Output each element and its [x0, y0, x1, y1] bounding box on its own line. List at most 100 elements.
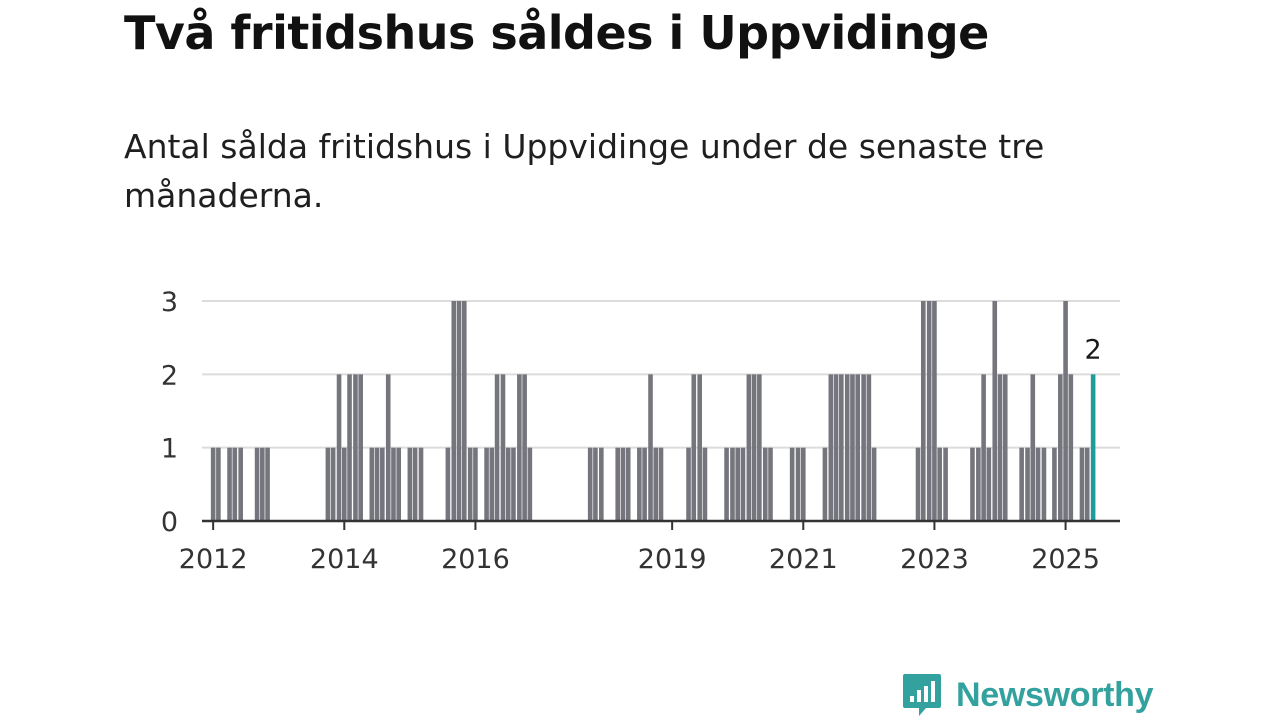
bar	[822, 447, 828, 521]
labels: 0 1 2 3 2 2012 2014 2016 2019 2021 2023 2025	[161, 287, 1102, 575]
bar	[702, 447, 708, 521]
x-tick-label: 2019	[638, 544, 707, 575]
bar	[686, 447, 691, 521]
bar	[254, 447, 260, 521]
newsworthy-logo: Newsworthy	[902, 670, 1154, 720]
bar	[341, 447, 347, 521]
bar	[210, 447, 216, 521]
bar	[358, 374, 363, 521]
bar	[456, 301, 462, 521]
bar	[740, 447, 746, 521]
x-tick-label: 2021	[769, 544, 838, 575]
bar	[920, 301, 926, 521]
bar	[915, 447, 921, 521]
bar	[620, 447, 626, 521]
bar	[839, 374, 844, 521]
bar	[653, 447, 659, 521]
bar	[1035, 447, 1041, 521]
bar	[697, 374, 702, 521]
bar	[374, 447, 380, 521]
bar	[751, 374, 757, 521]
bar	[648, 374, 653, 521]
bar	[511, 447, 516, 521]
bar	[866, 374, 872, 521]
bar	[871, 447, 877, 521]
y-tick-label: 0	[161, 507, 178, 538]
bar	[396, 447, 402, 521]
bar	[473, 447, 478, 521]
bar	[992, 301, 998, 521]
bar	[828, 374, 834, 521]
bar	[587, 447, 593, 521]
bar	[850, 374, 855, 521]
bar	[1063, 301, 1068, 521]
bar	[1084, 447, 1090, 521]
bar	[691, 374, 697, 521]
bar	[762, 447, 768, 521]
bar	[981, 374, 986, 521]
bar	[232, 447, 238, 521]
bar	[505, 447, 511, 521]
bar	[795, 447, 801, 521]
bar	[637, 447, 642, 521]
bar	[380, 447, 385, 521]
bar	[325, 447, 331, 521]
bar	[489, 447, 495, 521]
bar	[407, 447, 413, 521]
bar	[238, 447, 243, 521]
bar	[1079, 447, 1085, 521]
bar	[1052, 447, 1057, 521]
bar	[216, 447, 221, 521]
bar	[642, 447, 647, 521]
x-tick-label: 2023	[900, 544, 969, 575]
bar	[757, 374, 762, 521]
bar	[260, 447, 265, 521]
bar	[730, 447, 735, 521]
bar	[391, 447, 396, 521]
bar	[724, 447, 729, 521]
bar	[445, 447, 451, 521]
bar	[599, 447, 604, 521]
bar	[997, 374, 1003, 521]
bar	[461, 301, 467, 521]
bar	[527, 447, 533, 521]
bar	[347, 374, 352, 521]
bar	[800, 447, 806, 521]
bars	[210, 301, 1096, 521]
y-tick-label: 1	[161, 434, 178, 465]
bar	[976, 447, 981, 521]
highlight-value-label: 2	[1085, 334, 1102, 365]
bar	[500, 374, 506, 521]
chart-title: Två fritidshus såldes i Uppvidinge	[124, 6, 989, 60]
bar	[932, 301, 937, 521]
highlighted-bar	[1090, 374, 1096, 521]
newsworthy-bars-icon	[903, 674, 941, 716]
bar	[833, 374, 839, 521]
bar	[789, 447, 795, 521]
bar	[861, 374, 866, 521]
bar	[385, 374, 391, 521]
bar	[451, 301, 457, 521]
bar	[517, 374, 522, 521]
y-tick-label: 2	[161, 360, 178, 391]
bar	[1002, 374, 1008, 521]
bar	[1019, 447, 1024, 521]
bar	[937, 447, 942, 521]
axes	[202, 519, 1120, 530]
bar	[844, 374, 850, 521]
bar	[768, 447, 773, 521]
bar	[615, 447, 621, 521]
bar	[658, 447, 664, 521]
bar	[522, 374, 527, 521]
bar	[227, 447, 232, 521]
bar	[746, 374, 752, 521]
bar	[625, 447, 631, 521]
bar	[1068, 374, 1074, 521]
bar	[986, 447, 992, 521]
bar	[265, 447, 270, 521]
x-tick-label: 2012	[179, 544, 248, 575]
x-tick-label: 2014	[310, 544, 379, 575]
bar	[1058, 374, 1063, 521]
bar	[484, 447, 489, 521]
bar	[412, 447, 418, 521]
